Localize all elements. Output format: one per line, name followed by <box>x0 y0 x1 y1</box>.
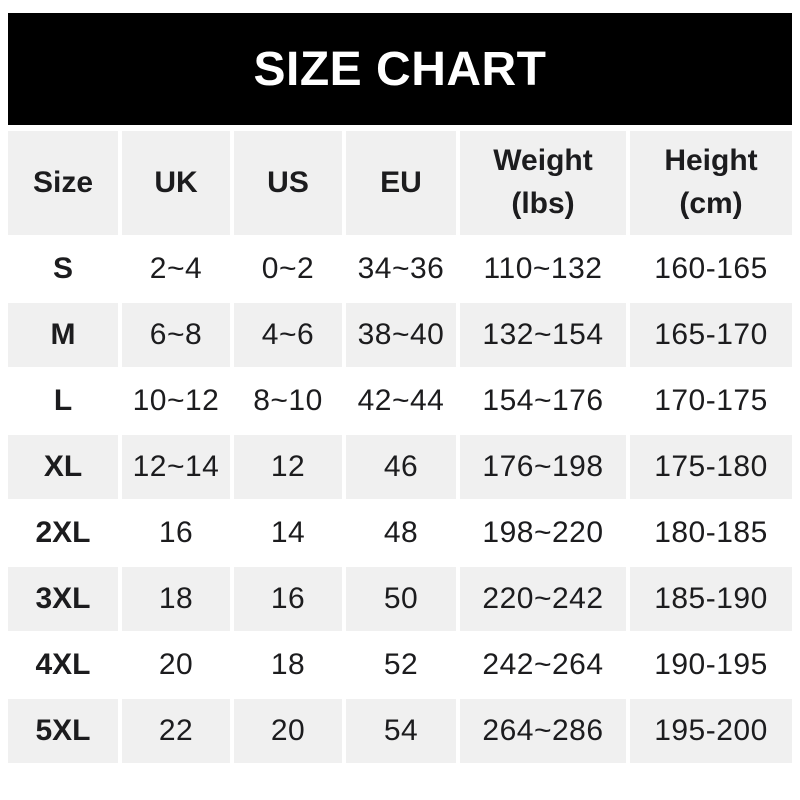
table-row-2xl: 2XL 16 14 48 198~220 180-185 <box>8 501 792 565</box>
size-cell: L <box>8 369 118 433</box>
eu-cell: 34~36 <box>346 237 456 301</box>
us-cell: 8~10 <box>234 369 342 433</box>
height-cell: 195-200 <box>630 699 792 763</box>
table-body: S 2~4 0~2 34~36 110~132 160-165 M 6~8 4~6 38~40 13… <box>8 237 792 763</box>
weight-cell: 198~220 <box>460 501 626 565</box>
eu-cell: 54 <box>346 699 456 763</box>
size-cell: S <box>8 237 118 301</box>
us-cell: 14 <box>234 501 342 565</box>
size-cell: M <box>8 303 118 367</box>
size-cell: 2XL <box>8 501 118 565</box>
eu-cell: 50 <box>346 567 456 631</box>
uk-cell: 6~8 <box>122 303 230 367</box>
uk-cell: 12~14 <box>122 435 230 499</box>
size-cell: 3XL <box>8 567 118 631</box>
column-header-us: US <box>234 131 342 235</box>
height-cell: 175-180 <box>630 435 792 499</box>
table-row-5xl: 5XL 22 20 54 264~286 195-200 <box>8 699 792 763</box>
uk-cell: 22 <box>122 699 230 763</box>
column-header-eu: EU <box>346 131 456 235</box>
uk-cell: 18 <box>122 567 230 631</box>
height-cell: 180-185 <box>630 501 792 565</box>
size-cell: 4XL <box>8 633 118 697</box>
column-header-size: Size <box>8 131 118 235</box>
table-row-4xl: 4XL 20 18 52 242~264 190-195 <box>8 633 792 697</box>
uk-cell: 10~12 <box>122 369 230 433</box>
weight-cell: 154~176 <box>460 369 626 433</box>
us-cell: 20 <box>234 699 342 763</box>
uk-cell: 20 <box>122 633 230 697</box>
table-row-s: S 2~4 0~2 34~36 110~132 160-165 <box>8 237 792 301</box>
column-header-weight: Weight (lbs) <box>460 131 626 235</box>
uk-cell: 16 <box>122 501 230 565</box>
height-cell: 185-190 <box>630 567 792 631</box>
page-title: SIZE CHART <box>253 42 547 96</box>
us-cell: 18 <box>234 633 342 697</box>
weight-cell: 220~242 <box>460 567 626 631</box>
eu-cell: 46 <box>346 435 456 499</box>
size-cell: 5XL <box>8 699 118 763</box>
us-cell: 4~6 <box>234 303 342 367</box>
us-cell: 16 <box>234 567 342 631</box>
eu-cell: 38~40 <box>346 303 456 367</box>
height-cell: 160-165 <box>630 237 792 301</box>
table-row-3xl: 3XL 18 16 50 220~242 185-190 <box>8 567 792 631</box>
weight-cell: 176~198 <box>460 435 626 499</box>
weight-cell: 264~286 <box>460 699 626 763</box>
us-cell: 0~2 <box>234 237 342 301</box>
size-table: Size UK US EU Weight (lbs) Height (cm) S 2~4 0~2 3… <box>4 129 796 765</box>
height-cell: 190-195 <box>630 633 792 697</box>
eu-cell: 42~44 <box>346 369 456 433</box>
table-row-xl: XL 12~14 12 46 176~198 175-180 <box>8 435 792 499</box>
eu-cell: 48 <box>346 501 456 565</box>
column-header-uk: UK <box>122 131 230 235</box>
weight-cell: 132~154 <box>460 303 626 367</box>
weight-cell: 242~264 <box>460 633 626 697</box>
table-header-row: Size UK US EU Weight (lbs) Height (cm) <box>8 131 792 235</box>
height-cell: 165-170 <box>630 303 792 367</box>
height-cell: 170-175 <box>630 369 792 433</box>
uk-cell: 2~4 <box>122 237 230 301</box>
weight-cell: 110~132 <box>460 237 626 301</box>
size-chart-banner: SIZE CHART <box>8 13 792 125</box>
column-header-height: Height (cm) <box>630 131 792 235</box>
table-row-m: M 6~8 4~6 38~40 132~154 165-170 <box>8 303 792 367</box>
size-cell: XL <box>8 435 118 499</box>
table-header: Size UK US EU Weight (lbs) Height (cm) <box>8 131 792 235</box>
eu-cell: 52 <box>346 633 456 697</box>
table-row-l: L 10~12 8~10 42~44 154~176 170-175 <box>8 369 792 433</box>
us-cell: 12 <box>234 435 342 499</box>
